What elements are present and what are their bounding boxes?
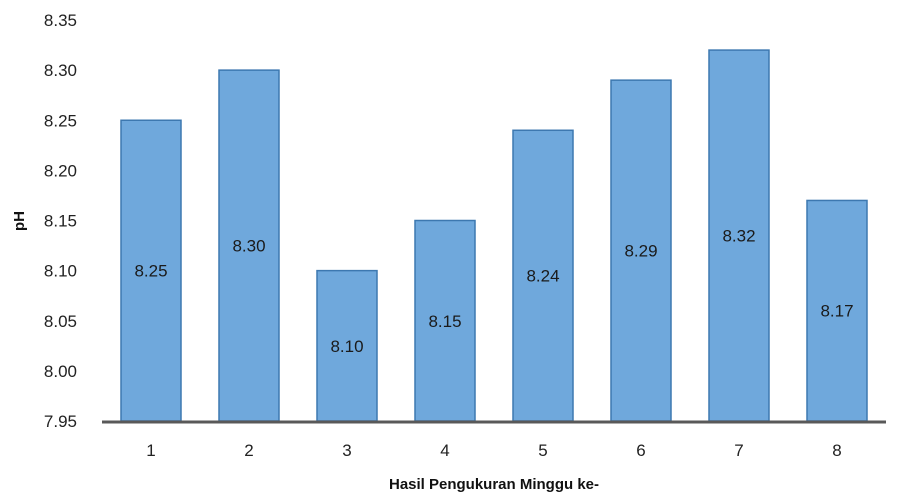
x-tick-label: 6 [636,441,645,460]
y-axis-title: pH [11,211,28,231]
x-tick-label: 7 [734,441,743,460]
y-axis-tick-labels: 7.95 8.00 8.05 8.10 8.15 8.20 8.25 8.30 8.35 [44,11,77,431]
bars [120,49,868,422]
bar-data-label: 8.32 [722,227,755,246]
bar-data-label: 8.17 [820,302,853,321]
bar [120,119,182,422]
y-tick-label: 8.25 [44,111,77,130]
y-tick-label: 8.05 [44,312,77,331]
bar [610,79,672,422]
x-axis-tick-labels: 1 2 3 4 5 6 7 8 [146,441,841,460]
x-tick-label: 2 [244,441,253,460]
y-tick-label: 8.20 [44,161,77,180]
y-tick-label: 8.15 [44,212,77,231]
y-tick-label: 8.30 [44,61,77,80]
x-axis-title: Hasil Pengukuran Minggu ke- [389,476,599,493]
x-tick-label: 8 [832,441,841,460]
y-tick-label: 7.95 [44,412,77,431]
bar-data-label: 8.29 [624,242,657,261]
bar-data-label: 8.24 [526,267,559,286]
x-tick-label: 4 [440,441,449,460]
bar-data-label: 8.25 [134,262,167,281]
bar-data-labels: 8.25 8.30 8.10 8.15 8.24 8.29 8.32 8.17 [134,227,853,356]
bar [806,199,868,422]
y-tick-label: 8.10 [44,262,77,281]
x-tick-label: 1 [146,441,155,460]
x-tick-label: 5 [538,441,547,460]
bar [316,269,378,422]
y-tick-label: 8.35 [44,11,77,30]
bar-data-label: 8.10 [330,337,363,356]
y-tick-label: 8.00 [44,362,77,381]
bar-data-label: 8.15 [428,312,461,331]
x-tick-label: 3 [342,441,351,460]
bar [218,69,280,422]
bar [414,219,476,422]
bar-data-label: 8.30 [232,237,265,256]
